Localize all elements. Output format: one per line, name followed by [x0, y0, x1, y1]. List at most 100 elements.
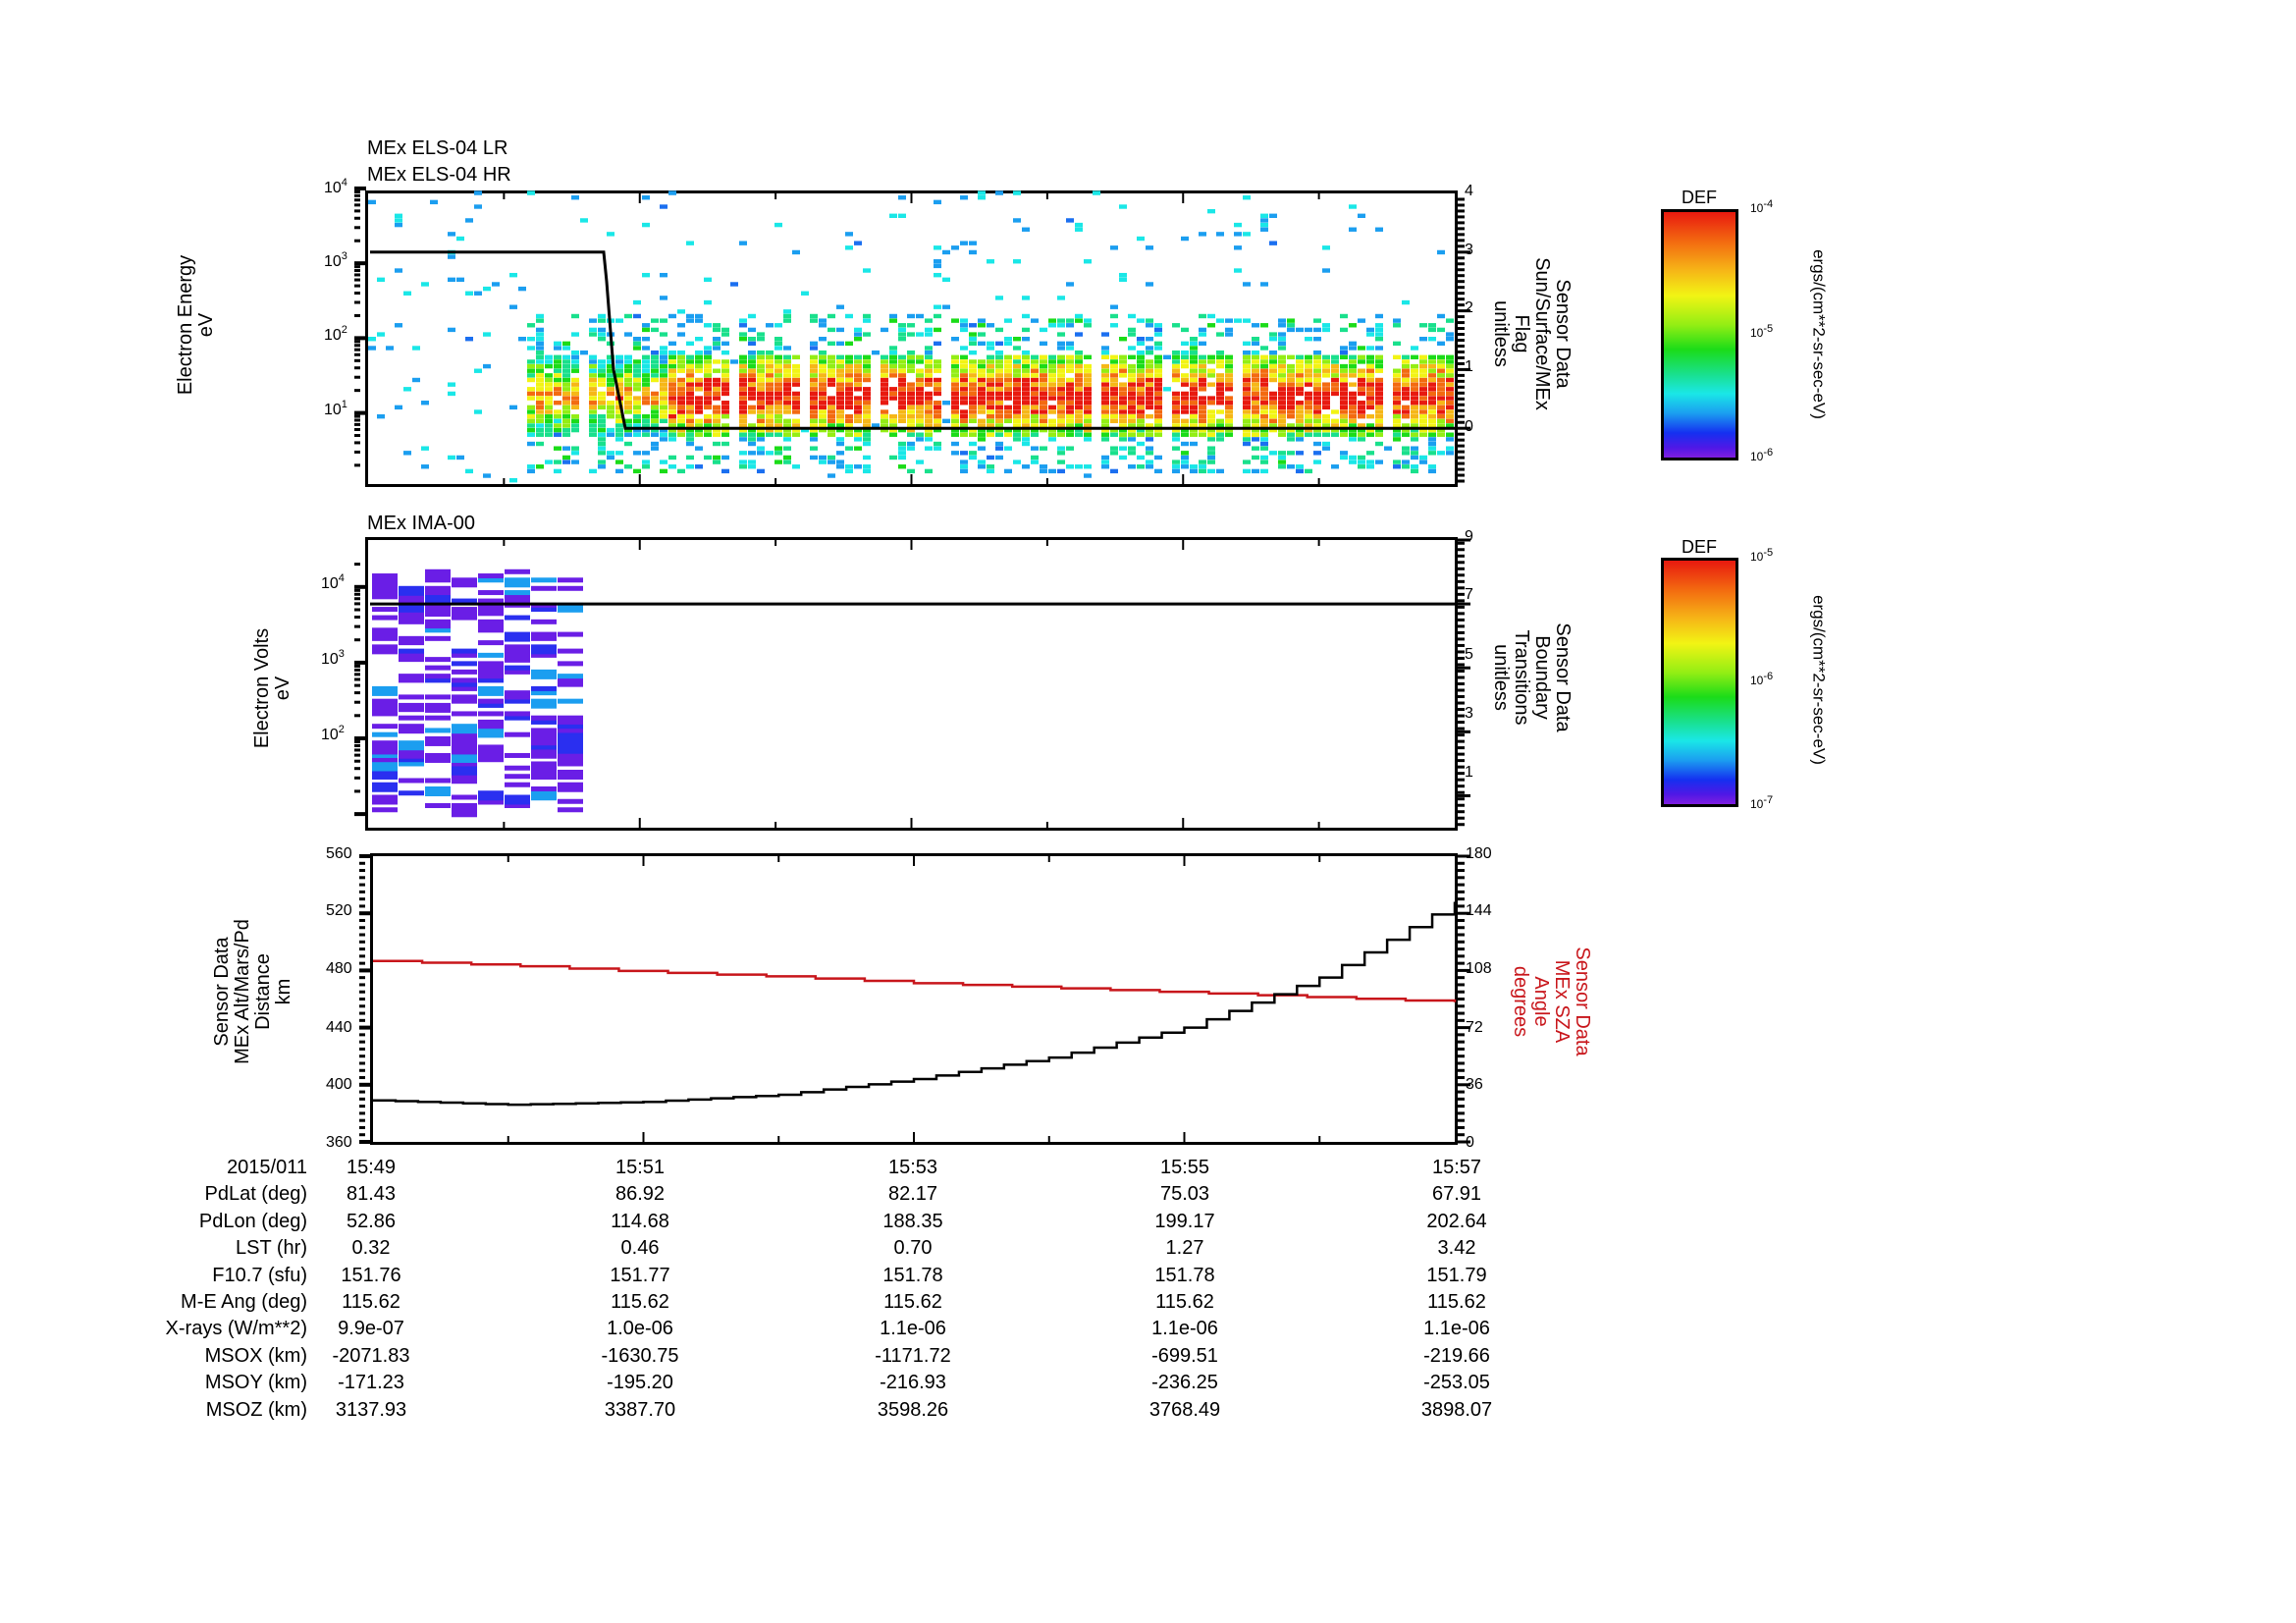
- ima-colorbar-units: ergs/(cm**2-sr-sec-eV): [1809, 595, 1829, 765]
- ima-ytick-1e2: 102: [321, 724, 345, 743]
- table-cell: 3387.70: [604, 1398, 676, 1421]
- table-cell: 202.64: [1426, 1210, 1487, 1232]
- ima-y2tick-5: 5: [1465, 646, 1473, 663]
- table-row-label: X-rays (W/m**2): [165, 1318, 307, 1340]
- els-colorbar-min: 10-6: [1750, 447, 1774, 463]
- table-cell: 86.92: [614, 1183, 666, 1206]
- table-cell: 188.35: [882, 1210, 943, 1232]
- ima-colorbar-title: DEF: [1682, 537, 1717, 557]
- table-cell: -2071.83: [332, 1344, 410, 1367]
- table-cell: -1171.72: [875, 1344, 951, 1367]
- ima-y2tick-3: 3: [1465, 705, 1473, 722]
- orbit-y2tick-108: 108: [1466, 960, 1492, 977]
- orbit-ytick-440: 440: [326, 1019, 352, 1036]
- ima-title: MEx IMA-00: [367, 513, 476, 534]
- ima-y2tick-7: 7: [1465, 586, 1473, 603]
- table-row-label: 2015/011: [227, 1157, 307, 1178]
- ima-y2tick-9: 9: [1465, 528, 1473, 545]
- table-cell: -699.51: [1151, 1344, 1218, 1367]
- orbit-ytick-400: 400: [326, 1076, 352, 1093]
- orbit-line-chart: [359, 854, 1470, 1144]
- table-cell: 52.86: [346, 1210, 397, 1232]
- table-cell: 3598.26: [877, 1398, 949, 1421]
- orbit-ytick-520: 520: [326, 902, 352, 919]
- ima-ytick-1e4: 104: [321, 572, 345, 592]
- table-cell: 115.62: [1155, 1291, 1214, 1313]
- els-title-hr: MEx ELS-04 HR: [367, 164, 511, 186]
- ima-ytick-1e3: 103: [321, 648, 345, 668]
- ima-spectrogram-panel: [354, 537, 1470, 831]
- els-spectrogram: [354, 186, 1470, 484]
- table-cell: 0.70: [893, 1237, 933, 1260]
- table-cell: 199.17: [1154, 1210, 1215, 1232]
- table-cell: 75.03: [1159, 1183, 1210, 1206]
- els-title-lr: MEx ELS-04 LR: [367, 137, 508, 159]
- orbit-ylabel: Sensor Data MEx Alt/Mars/Pd Distance km: [211, 919, 294, 1064]
- table-row-label: MSOY (km): [204, 1372, 307, 1394]
- table-cell: 15:57: [1431, 1157, 1482, 1178]
- table-cell: 0.46: [620, 1237, 660, 1260]
- table-cell: 151.76: [341, 1264, 401, 1286]
- table-row-label: PdLon (deg): [198, 1210, 307, 1232]
- table-cell: 114.68: [611, 1210, 669, 1232]
- ima-spectrogram: [354, 538, 1470, 828]
- ima-y2label: Sensor Data Boundary Transitions unitles…: [1490, 622, 1574, 732]
- table-row-label: M-E Ang (deg): [181, 1291, 307, 1313]
- els-colorbar-units: ergs/(cm**2-sr-sec-eV): [1809, 249, 1829, 419]
- els-ytick-1e1: 101: [324, 399, 347, 418]
- table-cell: -216.93: [880, 1372, 946, 1394]
- els-y2tick-1: 1: [1465, 358, 1473, 375]
- table-cell: 151.78: [1154, 1264, 1215, 1286]
- els-ytick-1e2: 102: [324, 324, 347, 344]
- table-cell: 115.62: [611, 1291, 669, 1313]
- table-cell: 0.32: [351, 1237, 391, 1260]
- orbit-y2tick-180: 180: [1466, 845, 1492, 862]
- els-y2tick-2: 2: [1465, 299, 1473, 316]
- table-cell: 1.27: [1165, 1237, 1204, 1260]
- table-row-label: F10.7 (sfu): [212, 1264, 307, 1286]
- els-ylabel: Electron Energy eV: [175, 254, 217, 396]
- table-cell: 151.78: [882, 1264, 943, 1286]
- orbit-y2label: Sensor Data MEx SZA Angle degrees: [1510, 947, 1593, 1056]
- table-cell: 115.62: [883, 1291, 942, 1313]
- els-colorbar-title: DEF: [1682, 188, 1717, 207]
- table-cell: 3898.07: [1420, 1398, 1493, 1421]
- els-ytick-1e4: 104: [324, 177, 347, 196]
- table-cell: 3.42: [1437, 1237, 1476, 1260]
- ima-ylabel: Electron Volts eV: [251, 627, 294, 749]
- els-ytick-1e3: 103: [324, 250, 347, 270]
- els-colorbar: [1661, 209, 1738, 460]
- table-cell: 1.1e-06: [1151, 1318, 1218, 1340]
- ima-y2tick-1: 1: [1465, 764, 1473, 781]
- table-cell: -171.23: [338, 1372, 404, 1394]
- table-cell: -1630.75: [601, 1344, 679, 1367]
- ima-colorbar-mid: 10-6: [1750, 671, 1774, 687]
- table-cell: 115.62: [1427, 1291, 1486, 1313]
- orbit-ytick-360: 360: [326, 1134, 352, 1151]
- ima-colorbar-max: 10-5: [1750, 547, 1774, 564]
- els-y2label: Sensor Data Sun/Surface/MEx Flag unitles…: [1490, 257, 1574, 410]
- table-cell: 15:53: [887, 1157, 938, 1178]
- table-cell: 15:51: [614, 1157, 666, 1178]
- els-y2tick-3: 3: [1465, 242, 1473, 258]
- table-cell: 1.1e-06: [880, 1318, 946, 1340]
- orbit-y2tick-0: 0: [1466, 1134, 1474, 1151]
- table-cell: 81.43: [346, 1183, 397, 1206]
- orbit-ytick-560: 560: [326, 845, 352, 862]
- table-cell: -236.25: [1151, 1372, 1218, 1394]
- table-cell: 151.77: [610, 1264, 670, 1286]
- table-cell: 15:55: [1159, 1157, 1210, 1178]
- els-spectrogram-panel: [354, 186, 1470, 487]
- orbit-y2tick-144: 144: [1466, 902, 1492, 919]
- ima-colorbar-min: 10-7: [1750, 794, 1774, 811]
- table-cell: 151.79: [1426, 1264, 1487, 1286]
- table-cell: 15:49: [346, 1157, 397, 1178]
- table-row-label: PdLat (deg): [204, 1183, 307, 1206]
- els-y2tick-0: 0: [1465, 418, 1473, 435]
- table-cell: 82.17: [887, 1183, 938, 1206]
- table-cell: -253.05: [1423, 1372, 1490, 1394]
- table-cell: -195.20: [607, 1372, 673, 1394]
- table-row-label: MSOX (km): [204, 1344, 307, 1367]
- els-colorbar-mid: 10-5: [1750, 323, 1774, 340]
- table-cell: 115.62: [342, 1291, 400, 1313]
